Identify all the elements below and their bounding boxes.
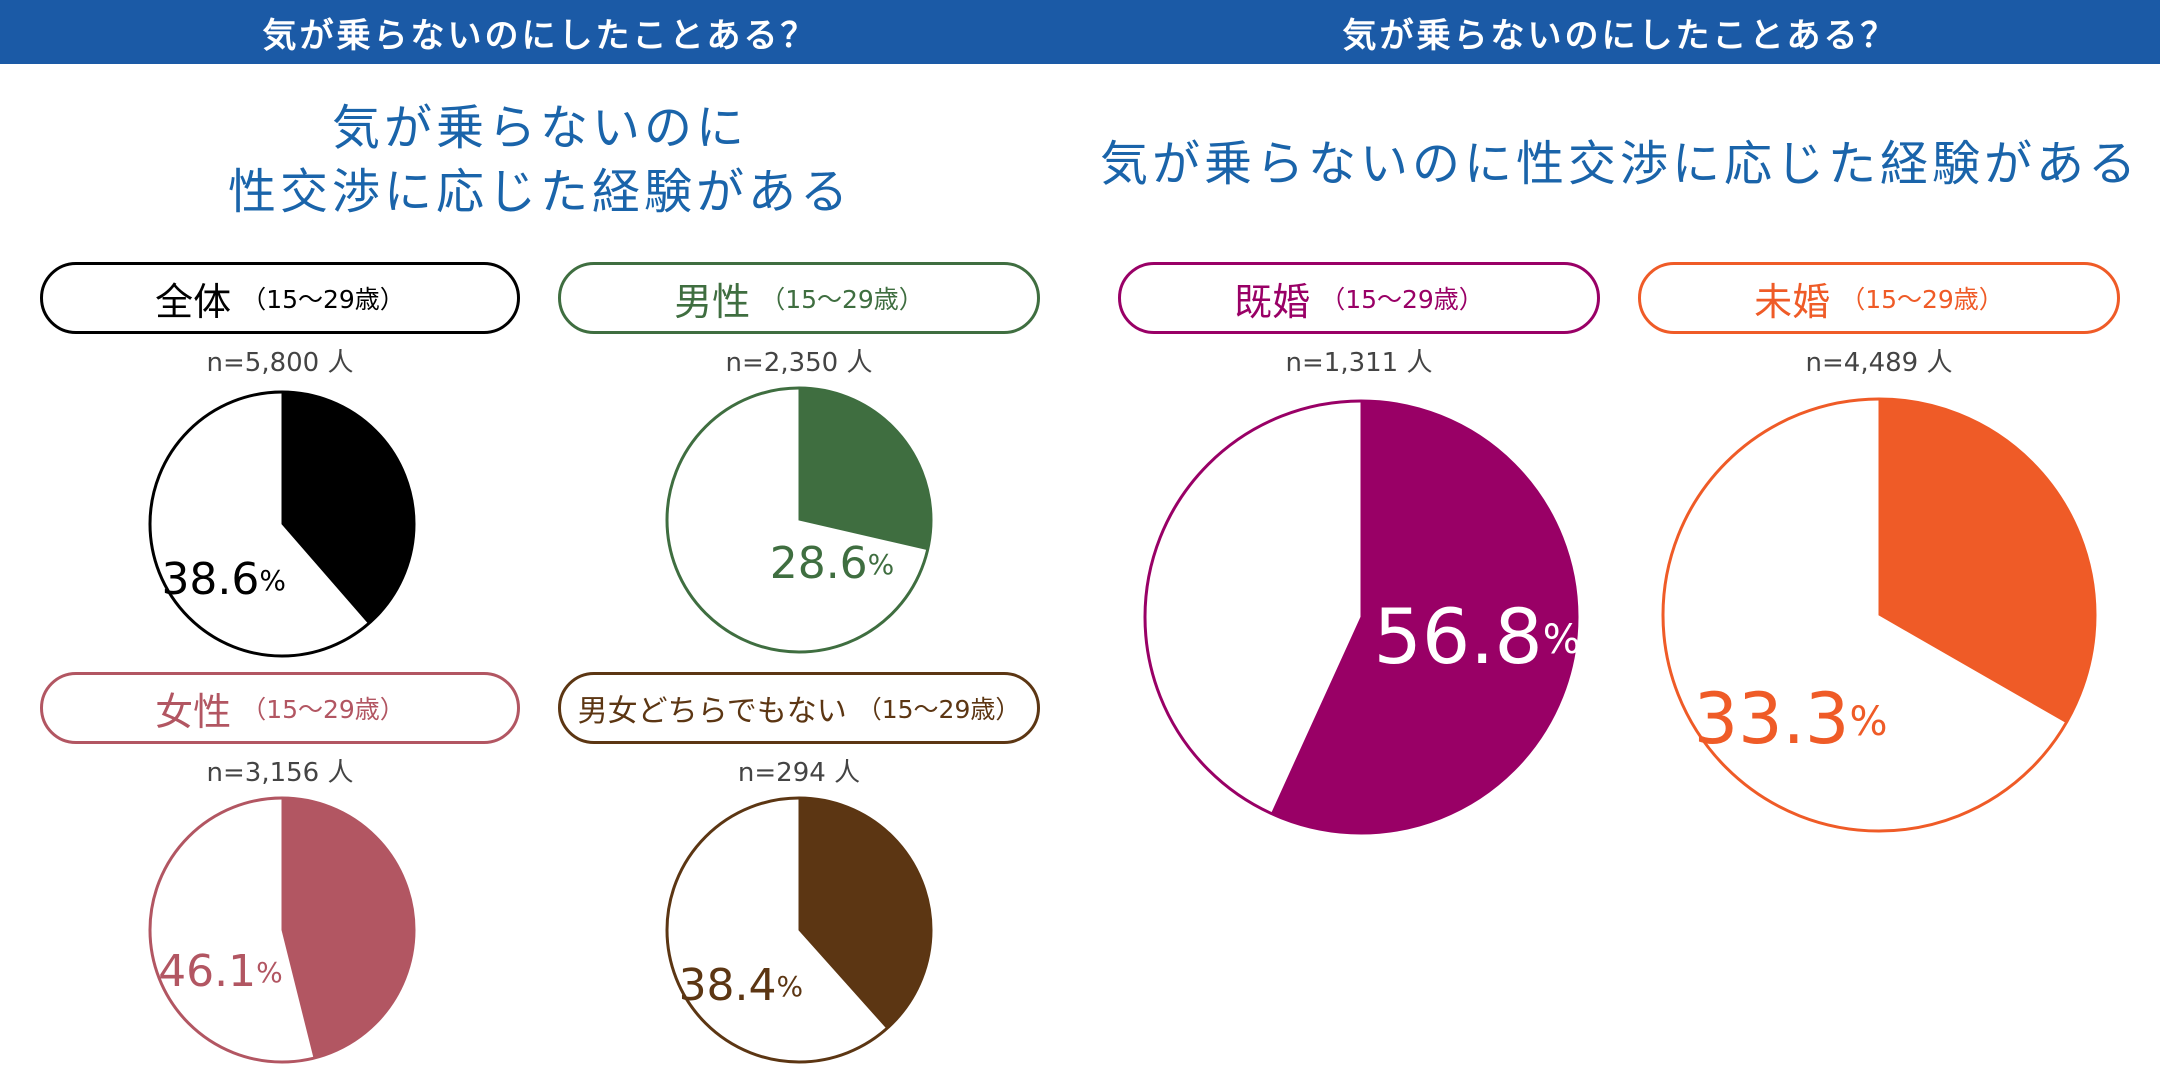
pie-value-unit-female: % [256, 956, 283, 989]
left-headline: 気が乗らないのに 性交渉に応じた経験がある [0, 96, 1080, 224]
pie-value-label-male: 28.6% [770, 538, 895, 589]
pie-value-slice-unmarried [1878, 398, 2096, 724]
right-banner: 気が乗らないのにしたことある？ [1080, 0, 2160, 64]
pie-value-slice-female [281, 797, 415, 1059]
left-headline-line-1: 気が乗らないのに [331, 100, 748, 156]
chart-title-all: 全体 [155, 279, 232, 324]
pie-chart-male: 28.6% [665, 386, 933, 654]
pie-value-slice-all [281, 391, 415, 625]
pie-value-number-female: 46.1 [158, 946, 256, 997]
left-panel: 気が乗らないのにしたことある？ 気が乗らないのに 性交渉に応じた経験がある [0, 0, 1080, 224]
pie-value-unit-unmarried: % [1849, 699, 1887, 745]
chart-title-pill-male: 男性 （15〜29歳） [558, 262, 1040, 334]
pie-value-number-married: 56.8 [1373, 592, 1542, 681]
chart-age-label-female: （15〜29歳） [241, 695, 405, 724]
chart-n-label-neither: n=294 人 [737, 758, 861, 788]
pie-chart-all: 38.6% [148, 390, 416, 658]
pie-value-label-female: 46.1% [158, 946, 283, 997]
pie-value-unit-all: % [259, 564, 286, 597]
pie-value-unit-male: % [868, 548, 895, 581]
chart-age-label-unmarried: （15〜29歳） [1840, 285, 2004, 314]
pie-chart-married: 56.8% [1143, 399, 1581, 835]
pie-value-slice-male [798, 387, 932, 551]
pie-chart-unmarried: 33.3% [1661, 397, 2097, 833]
chart-n-label-unmarried: n=4,489 人 [1805, 348, 1953, 378]
pie-value-slice-married [1270, 400, 1578, 834]
chart-age-label-male: （15〜29歳） [760, 285, 924, 314]
chart-age-label-married: （15〜29歳） [1320, 285, 1484, 314]
right-headline-line-1: 気が乗らないのに性交渉に応じた経験がある [1099, 136, 2140, 192]
right-panel: 気が乗らないのにしたことある？ 気が乗らないのに性交渉に応じた経験がある [1080, 0, 2160, 1080]
pie-value-label-married: 56.8% [1373, 592, 1580, 681]
pie-value-number-neither: 38.4 [679, 960, 777, 1011]
pie-value-unit-married: % [1543, 617, 1581, 663]
chart-title-married: 既婚 [1234, 279, 1311, 324]
chart-title-neither: 男女どちらでもない [577, 694, 847, 729]
chart-n-label-female: n=3,156 人 [206, 758, 354, 788]
left-banner: 気が乗らないのにしたことある？ [0, 0, 1080, 64]
pie-value-slice-neither [798, 797, 932, 1030]
chart-n-label-male: n=2,350 人 [725, 348, 873, 378]
chart-title-pill-married: 既婚 （15〜29歳） [1118, 262, 1600, 334]
pie-value-label-neither: 38.4% [679, 960, 804, 1011]
chart-n-label-married: n=1,311 人 [1285, 348, 1433, 378]
left-headline-line-2: 性交渉に応じた経験がある [227, 164, 852, 220]
chart-n-label-all: n=5,800 人 [206, 348, 354, 378]
pie-value-number-all: 38.6 [161, 554, 259, 605]
pie-value-label-all: 38.6% [161, 554, 286, 605]
pie-value-number-male: 28.6 [770, 538, 868, 589]
chart-title-pill-all: 全体 （15〜29歳） [40, 262, 520, 334]
chart-age-label-all: （15〜29歳） [241, 285, 405, 314]
pie-value-unit-neither: % [777, 970, 804, 1003]
chart-title-pill-female: 女性 （15〜29歳） [40, 672, 520, 744]
chart-title-male: 男性 [674, 279, 751, 324]
pie-chart-neither: 38.4% [665, 796, 933, 1064]
pie-value-number-unmarried: 33.3 [1694, 678, 1850, 760]
chart-age-label-neither: （15〜29歳） [856, 695, 1021, 724]
pie-chart-female: 46.1% [148, 796, 416, 1064]
chart-title-pill-neither: 男女どちらでもない （15〜29歳） [558, 672, 1040, 744]
pie-value-label-unmarried: 33.3% [1694, 678, 1888, 760]
chart-title-unmarried: 未婚 [1754, 279, 1831, 324]
right-headline: 気が乗らないのに性交渉に応じた経験がある [1080, 132, 2160, 196]
chart-title-female: 女性 [155, 689, 232, 734]
chart-title-pill-unmarried: 未婚 （15〜29歳） [1638, 262, 2120, 334]
